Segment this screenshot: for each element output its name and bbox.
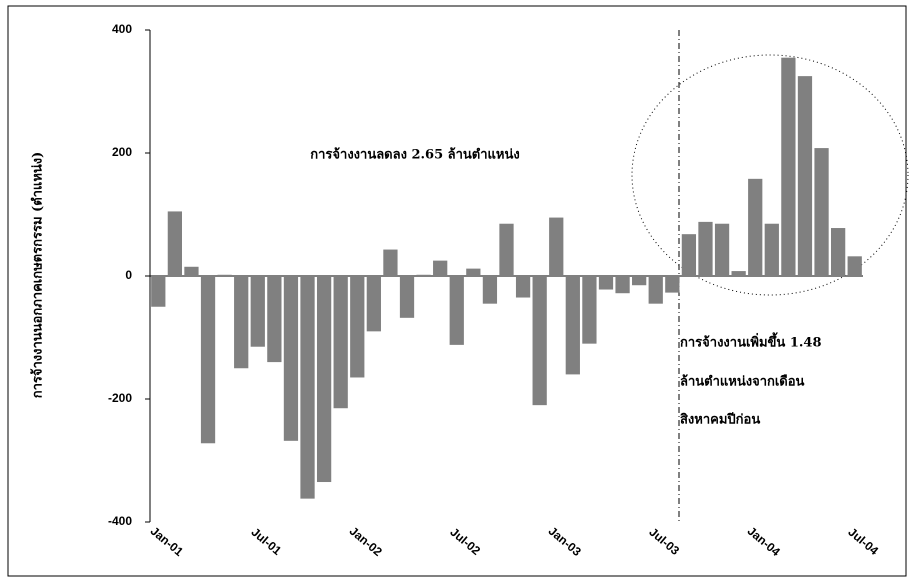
bar (383, 249, 398, 276)
x-tick-label: Jul-01 (249, 525, 285, 558)
y-tick-label: -400 (108, 514, 132, 528)
bar (167, 211, 183, 276)
bar (399, 276, 415, 318)
x-tick-label: Jul-03 (646, 525, 682, 558)
bar (764, 223, 779, 276)
bar (316, 276, 332, 483)
y-tick-label: 200 (112, 145, 132, 159)
bar (267, 276, 282, 363)
highlight-circle (631, 54, 909, 296)
bar (632, 276, 647, 286)
bar (200, 276, 216, 444)
bar (151, 276, 166, 307)
bar (665, 276, 680, 293)
bar (333, 276, 348, 409)
y-axis-label: การจ้างงานนอกภาคเกษตรกรรม (ตำแหน่ง) (30, 152, 46, 399)
bar (482, 276, 498, 304)
bar (565, 276, 580, 375)
annotation: การจ้างงานเพิ่มขึ้น 1.48 (680, 332, 822, 351)
bar (366, 276, 381, 332)
bar (433, 260, 448, 276)
bar (217, 274, 232, 276)
x-tick-label: Jul-04 (845, 525, 881, 558)
bar (184, 266, 199, 276)
bar (283, 276, 299, 441)
bar (681, 234, 697, 276)
bar (515, 276, 531, 298)
bar (234, 276, 249, 369)
x-tick-label: Jan-04 (745, 524, 783, 559)
bar (598, 276, 614, 290)
bar (582, 276, 597, 344)
bar (466, 268, 481, 276)
bar (300, 276, 315, 499)
bar (714, 223, 730, 276)
bar (814, 148, 829, 276)
bar (416, 274, 431, 276)
bar (748, 178, 763, 276)
x-tick-label: Jul-02 (448, 525, 484, 558)
bar (499, 223, 514, 276)
bar (350, 276, 365, 378)
bar (615, 276, 630, 294)
annotation: สิงหาคมปีก่อน (680, 412, 760, 428)
x-tick-label: Jan-02 (347, 524, 385, 559)
bar (549, 217, 564, 276)
bar (731, 271, 746, 276)
y-tick-label: -200 (108, 391, 132, 405)
x-tick-label: Jan-01 (148, 524, 186, 559)
x-tick-label: Jan-03 (546, 524, 584, 559)
bar (830, 228, 846, 276)
y-tick-label: 0 (125, 268, 132, 282)
bar (698, 221, 713, 276)
frame (7, 5, 907, 577)
annotation: การจ้างงานลดลง 2.65 ล้านตำแหน่ง (310, 147, 519, 163)
bar (250, 276, 265, 347)
bar (797, 76, 813, 276)
y-tick-label: 400 (112, 22, 132, 36)
bar (449, 276, 464, 345)
bar (847, 256, 862, 276)
bar (648, 276, 663, 304)
bar (781, 57, 796, 276)
annotation: ล้านตำแหน่งจากเดือน (680, 374, 805, 390)
bar (532, 276, 547, 406)
